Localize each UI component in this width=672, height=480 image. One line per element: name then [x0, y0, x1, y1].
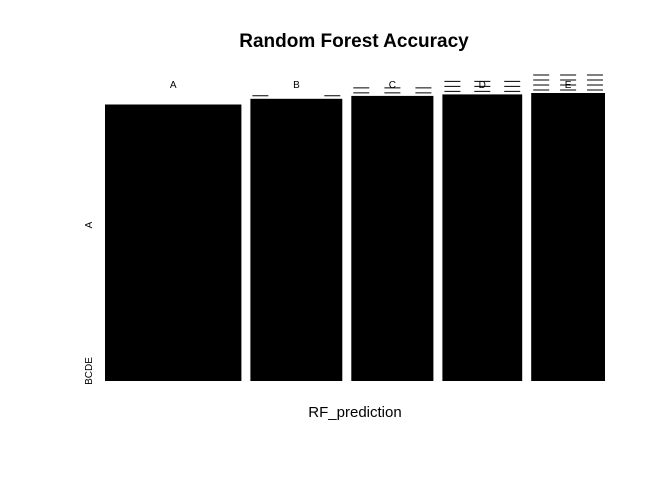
column-label-b: B	[293, 80, 300, 91]
column-label-c: C	[389, 80, 396, 91]
mosaic-marks: ABCDEABCDE	[84, 74, 605, 385]
y-tick-label-a: A	[84, 221, 95, 228]
cell-a-a	[105, 104, 242, 381]
column-label-d: D	[479, 80, 486, 91]
cell-a-d	[442, 94, 523, 382]
cell-a-e	[531, 93, 605, 381]
cell-a-b	[250, 98, 343, 382]
cell-a-c	[351, 95, 434, 382]
y-tick-label-bcde: BCDE	[84, 357, 95, 385]
column-label-a: A	[170, 80, 177, 91]
x-axis-label: RF_prediction	[308, 404, 401, 421]
chart-title: Random Forest Accuracy	[239, 31, 469, 52]
